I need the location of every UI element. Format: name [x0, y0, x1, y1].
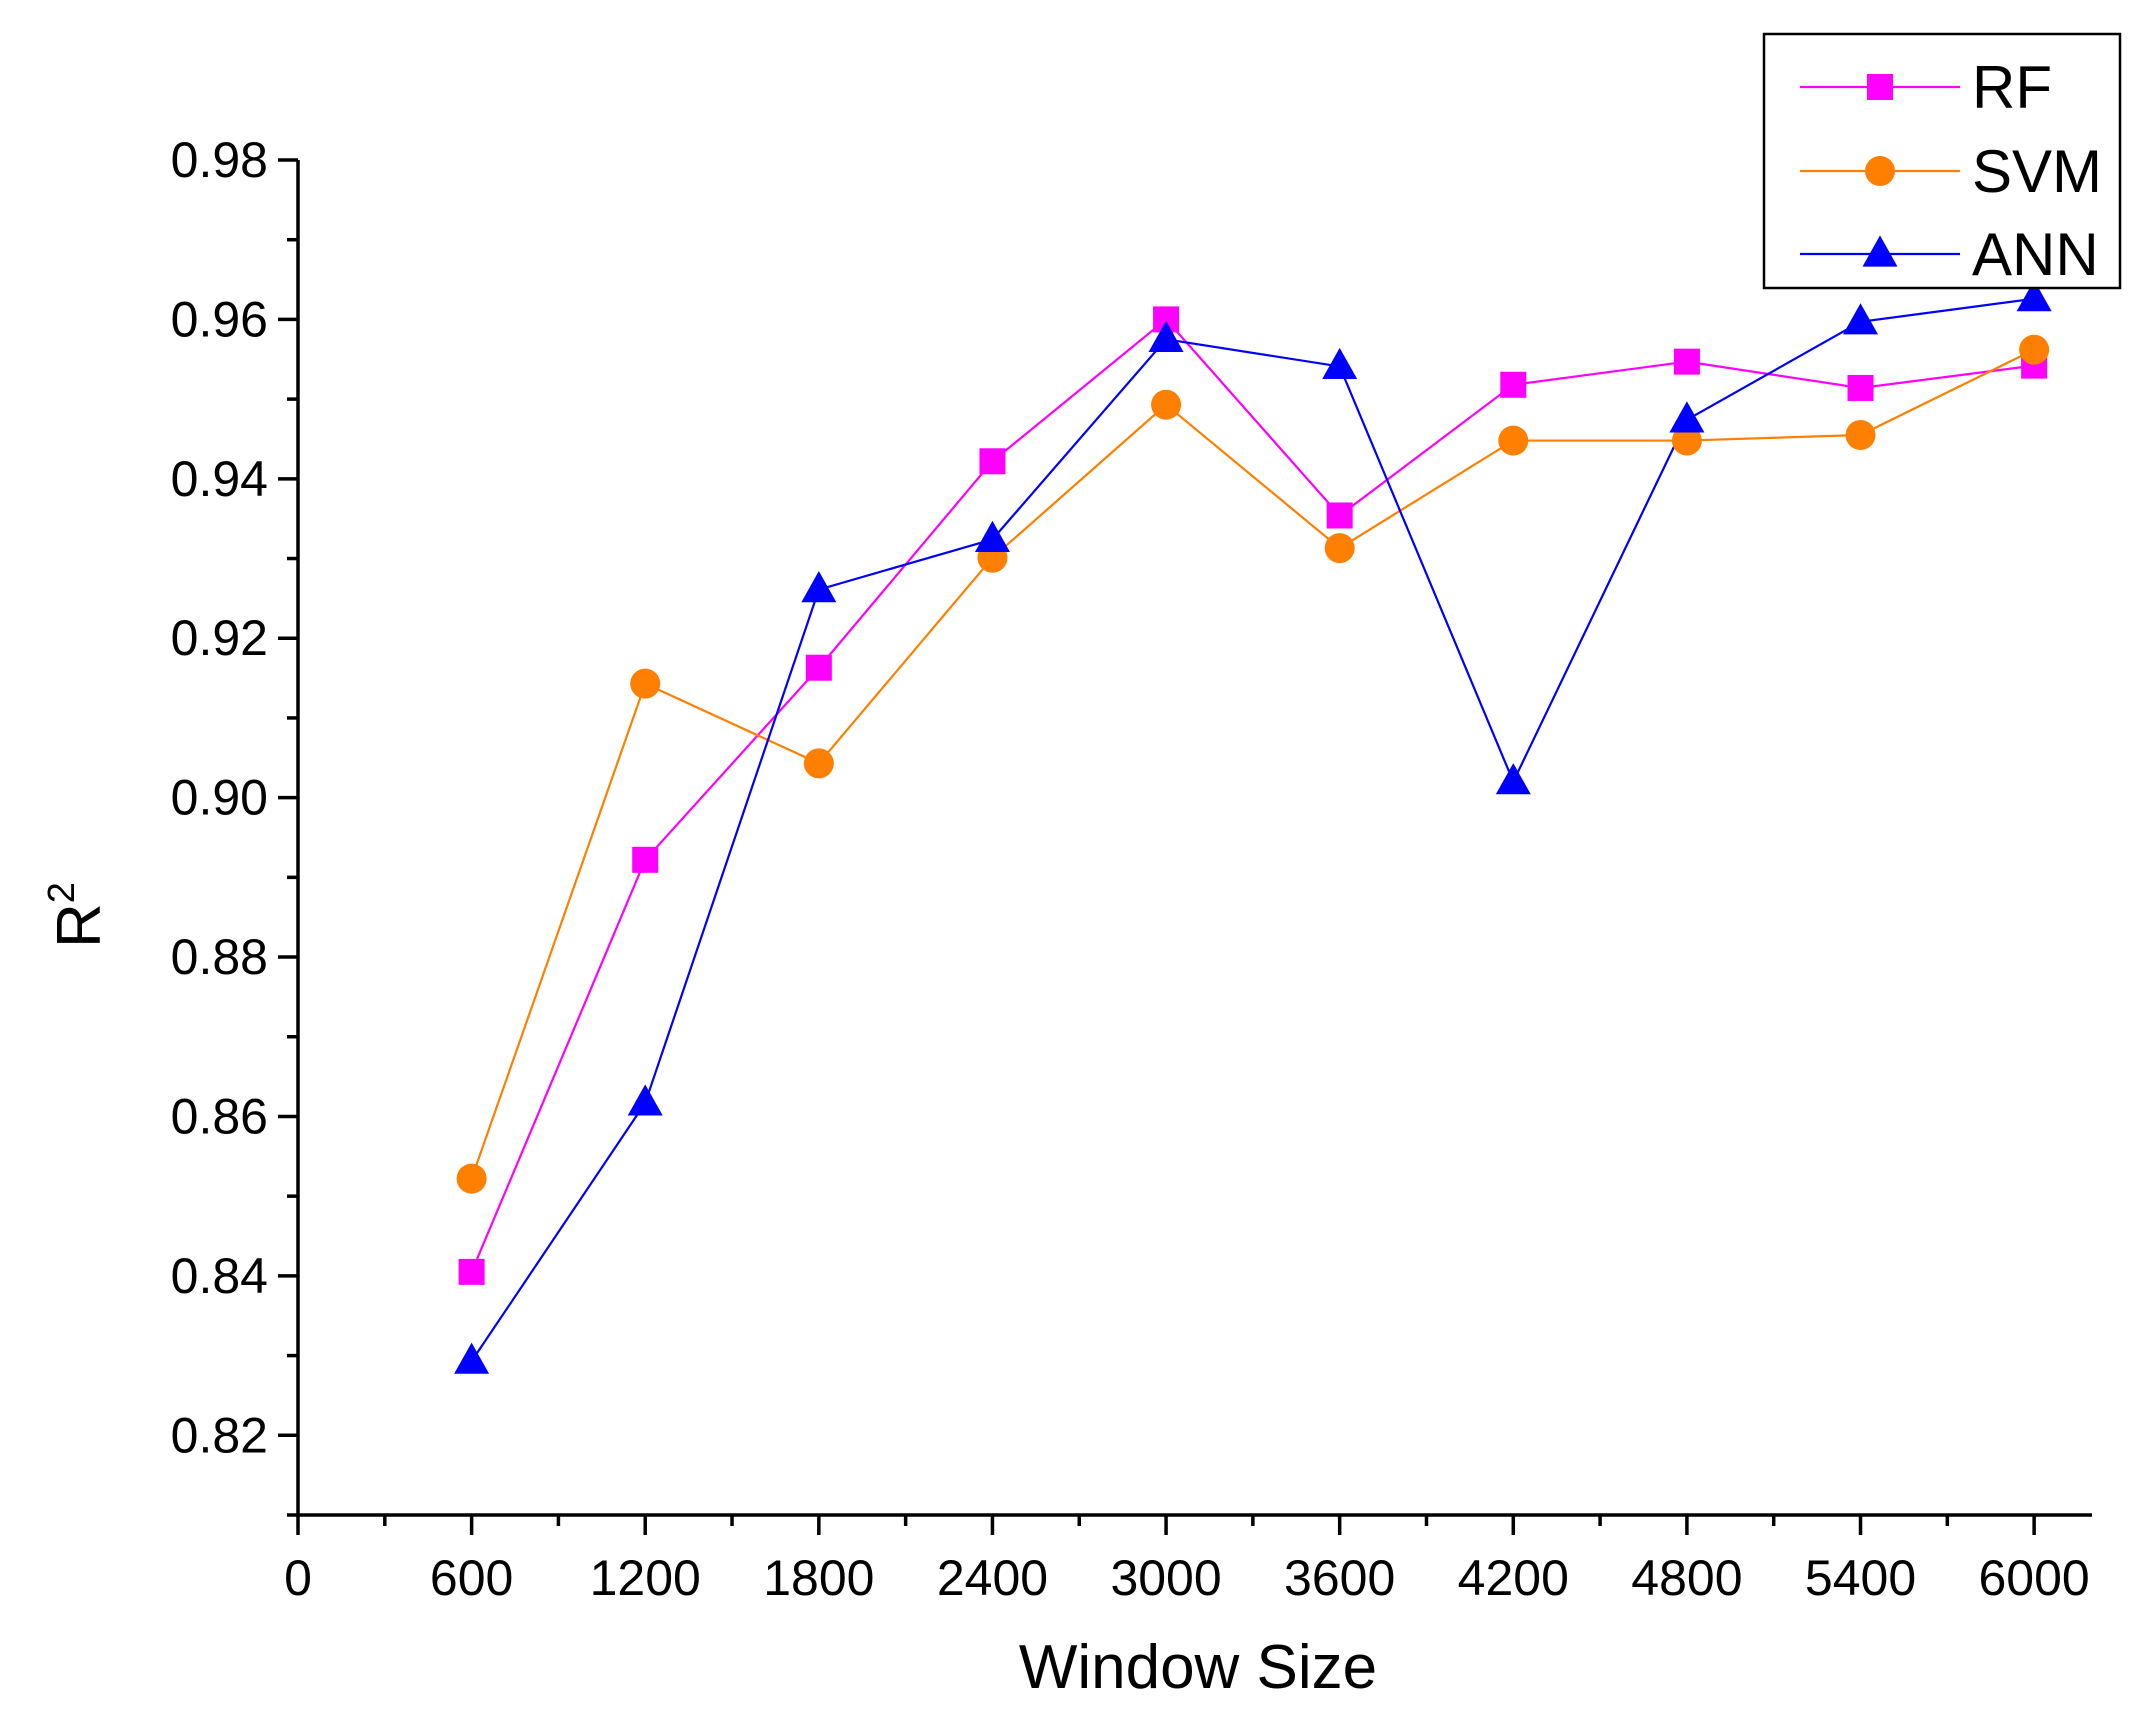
y-tick-label: 0.82	[171, 1407, 268, 1463]
axes: 0 600 1200 1800 2400 3000 3600 4200 4800 5400 6000…	[171, 132, 2092, 1606]
y-tick-label: 0.88	[171, 929, 268, 985]
legend-rf-marker	[1867, 74, 1893, 100]
ann-data-point	[801, 571, 837, 603]
y-tick-label: 0.86	[171, 1088, 268, 1144]
svm-data-point	[1845, 419, 1876, 450]
ann-data-point	[454, 1342, 490, 1374]
y-tick-label: 0.96	[171, 291, 268, 347]
rf-data-point	[1673, 348, 1700, 375]
ann-series-line	[470, 297, 2035, 1362]
legend-box	[1762, 32, 2122, 290]
ann-data-point	[2016, 280, 2052, 312]
x-tick-label: 4800	[1631, 1550, 1742, 1606]
ann-data-point	[1843, 303, 1879, 335]
svm-series-line	[470, 348, 2035, 1180]
svm-data-point	[630, 668, 661, 699]
rf-data-point	[805, 654, 832, 681]
rf-data-point	[632, 846, 659, 873]
svm-data-point	[1151, 389, 1182, 420]
x-tick-label: 5400	[1805, 1550, 1916, 1606]
y-axis-title-base: R	[45, 903, 114, 948]
ann-data-point	[1495, 763, 1531, 795]
x-tick-label: 0	[284, 1550, 312, 1606]
x-tick-label: 600	[430, 1550, 513, 1606]
x-tick-label: 4200	[1458, 1550, 1569, 1606]
legend-ann-label: ANN	[1972, 221, 2099, 288]
svm-data-point	[2019, 334, 2050, 365]
svm-data-point	[803, 748, 834, 779]
y-tick-label: 0.92	[171, 610, 268, 666]
y-tick-label: 0.90	[171, 770, 268, 826]
svm-data-point	[1498, 425, 1529, 456]
y-axis-title: R2	[41, 882, 114, 948]
legend: RF SVM ANN	[1762, 32, 2122, 290]
y-axis-title-superscript: 2	[41, 882, 83, 903]
legend-svm-label: SVM	[1972, 138, 2102, 205]
rf-series-line	[470, 317, 2035, 1273]
x-tick-label: 6000	[1979, 1550, 2090, 1606]
ann-data-point	[974, 520, 1010, 552]
rf-data-point	[1500, 371, 1527, 398]
x-tick-label: 2400	[937, 1550, 1048, 1606]
svm-data-point	[1671, 425, 1702, 456]
x-tick-label: 3000	[1110, 1550, 1221, 1606]
series-layer	[454, 280, 2052, 1374]
ann-data-point	[627, 1084, 663, 1116]
ann-data-point	[1669, 401, 1705, 433]
svm-data-point	[456, 1163, 487, 1194]
rf-data-point	[979, 448, 1006, 475]
rf-data-point	[458, 1258, 485, 1285]
rf-data-point	[1847, 374, 1874, 401]
ann-data-point	[1322, 347, 1358, 380]
legend-ann-marker	[1862, 235, 1898, 267]
x-tick-label: 3600	[1284, 1550, 1395, 1606]
x-axis-title: Window Size	[1019, 1633, 1377, 1702]
legend-svm-marker	[1865, 156, 1895, 186]
y-tick-label: 0.94	[171, 451, 268, 507]
svm-data-point	[1324, 533, 1355, 564]
x-tick-label: 1800	[763, 1550, 874, 1606]
legend-rf-label: RF	[1972, 54, 2052, 121]
x-tick-label: 1200	[590, 1550, 701, 1606]
ann-data-point	[1148, 320, 1184, 352]
y-tick-label: 0.98	[171, 132, 268, 188]
y-tick-label: 0.84	[171, 1248, 268, 1304]
rf-data-point	[1326, 502, 1353, 529]
